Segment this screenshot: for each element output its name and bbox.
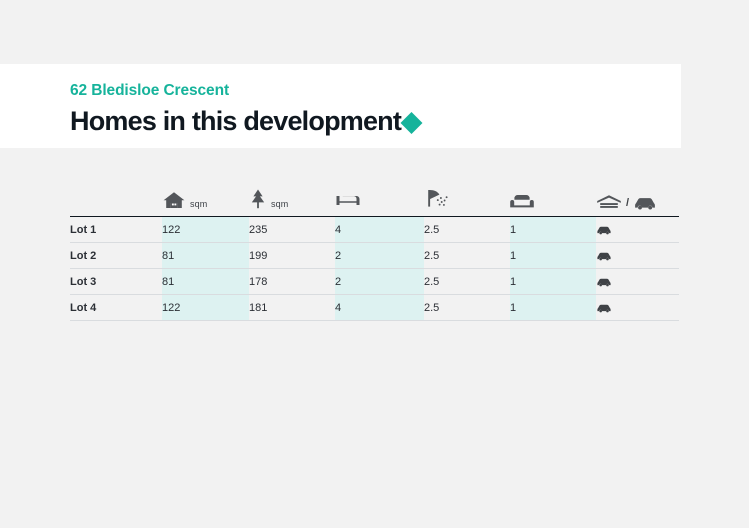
column-header-floor-area: sqm <box>162 178 249 217</box>
car-icon <box>596 303 679 313</box>
car-icon <box>596 251 679 261</box>
cell-living: 1 <box>510 216 596 243</box>
bed-icon <box>335 192 361 210</box>
cell-parking <box>596 242 679 269</box>
table-body: Lot 1 122 235 4 2.5 1 <box>70 216 679 321</box>
shower-icon <box>424 188 450 210</box>
cell-bedrooms: 4 <box>335 216 424 243</box>
cell-living: 1 <box>510 242 596 269</box>
address-eyebrow: 62 Bledisloe Crescent <box>70 82 230 99</box>
column-header-land-area: sqm <box>249 178 335 217</box>
house-icon <box>162 190 186 210</box>
car-icon <box>633 196 657 210</box>
cell-bathrooms: 2.5 <box>424 242 510 269</box>
cell-parking <box>596 268 679 295</box>
garage-separator: / <box>626 197 630 209</box>
column-header-parking: / <box>596 178 679 217</box>
column-header-lot <box>70 178 162 217</box>
table-header-row: sqm sqm <box>70 178 679 217</box>
cell-land-area: 181 <box>249 294 335 321</box>
cell-land-area: 199 <box>249 242 335 269</box>
unit-label-land-area: sqm <box>271 199 289 209</box>
garage-icon <box>596 194 622 210</box>
cell-bedrooms: 4 <box>335 294 424 321</box>
cell-parking <box>596 294 679 321</box>
table-row: Lot 4 122 181 4 2.5 1 <box>70 294 679 321</box>
cell-lot: Lot 4 <box>70 294 162 321</box>
specs-table-wrapper: sqm sqm <box>70 178 679 321</box>
cell-floor-area: 81 <box>162 242 249 269</box>
column-header-living <box>510 178 596 217</box>
accent-diamond-icon: ◆ <box>401 106 422 136</box>
cell-lot: Lot 3 <box>70 268 162 295</box>
cell-bedrooms: 2 <box>335 242 424 269</box>
cell-bathrooms: 2.5 <box>424 268 510 295</box>
car-icon <box>596 225 679 235</box>
cell-lot: Lot 2 <box>70 242 162 269</box>
cell-floor-area: 122 <box>162 294 249 321</box>
sofa-icon <box>510 192 534 210</box>
unit-label-floor-area: sqm <box>190 199 208 209</box>
cell-floor-area: 122 <box>162 216 249 243</box>
cell-bathrooms: 2.5 <box>424 294 510 321</box>
specs-table: sqm sqm <box>70 178 679 321</box>
cell-bathrooms: 2.5 <box>424 216 510 243</box>
car-icon <box>596 277 679 287</box>
cell-living: 1 <box>510 294 596 321</box>
cell-land-area: 178 <box>249 268 335 295</box>
cell-parking <box>596 216 679 243</box>
cell-bedrooms: 2 <box>335 268 424 295</box>
header-band <box>0 64 681 148</box>
page-title: Homes in this development◆ <box>70 106 422 136</box>
tree-icon <box>249 188 267 210</box>
column-header-bathrooms <box>424 178 510 217</box>
cell-living: 1 <box>510 268 596 295</box>
cell-lot: Lot 1 <box>70 216 162 243</box>
column-header-bedrooms <box>335 178 424 217</box>
cell-land-area: 235 <box>249 216 335 243</box>
table-header: sqm sqm <box>70 178 679 217</box>
page-title-text: Homes in this development <box>70 106 402 136</box>
table-row: Lot 1 122 235 4 2.5 1 <box>70 216 679 243</box>
header-block: 62 Bledisloe Crescent Homes in this deve… <box>70 82 422 136</box>
table-row: Lot 3 81 178 2 2.5 1 <box>70 268 679 295</box>
cell-floor-area: 81 <box>162 268 249 295</box>
table-row: Lot 2 81 199 2 2.5 1 <box>70 242 679 269</box>
